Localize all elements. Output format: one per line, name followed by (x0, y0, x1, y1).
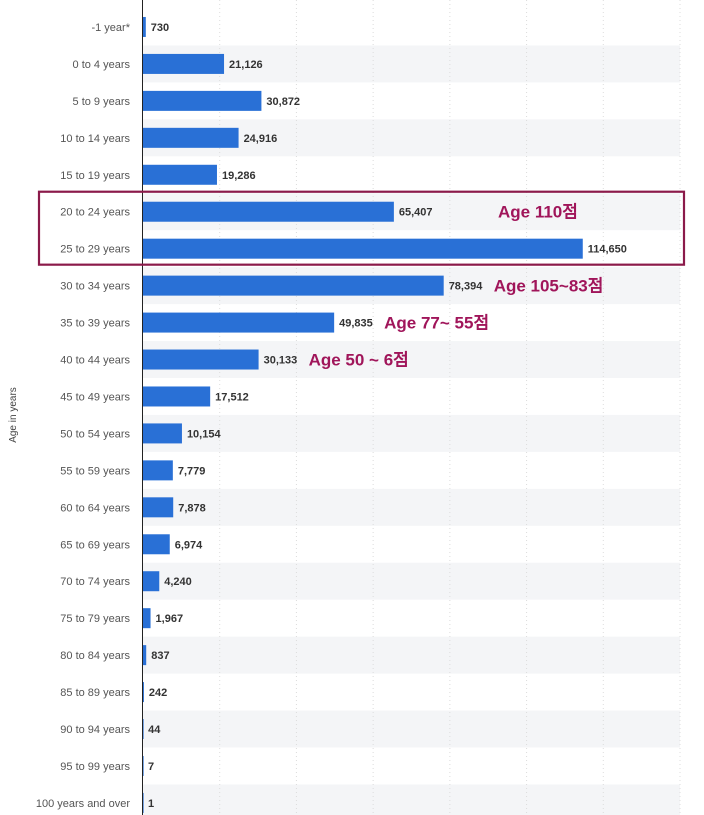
category-label: 0 to 4 years (73, 59, 131, 71)
row-band (143, 414, 680, 452)
value-label: 21,126 (229, 59, 263, 71)
bar (143, 127, 239, 148)
value-label: 19,286 (222, 170, 256, 182)
row-band (143, 784, 680, 815)
value-label: 24,916 (244, 133, 278, 145)
highlight-box (37, 190, 686, 266)
value-label: 7,878 (178, 502, 206, 514)
category-label: 100 years and over (36, 798, 131, 810)
category-label: -1 year* (91, 22, 130, 34)
bars (143, 16, 583, 813)
annotation: Age 50 ~ 6점 (309, 351, 409, 370)
bar (143, 792, 144, 813)
value-label: 17,512 (215, 391, 249, 403)
category-label: 65 to 69 years (60, 539, 130, 551)
category-label: 55 to 59 years (60, 465, 130, 477)
category-label: 90 to 94 years (60, 724, 130, 736)
annotation: Age 105~83점 (494, 277, 604, 296)
bar (143, 608, 151, 629)
value-label: 78,394 (449, 281, 484, 293)
category-label: 40 to 44 years (60, 355, 130, 367)
bar (143, 460, 173, 481)
category-label: 95 to 99 years (60, 761, 130, 773)
value-label: 44 (148, 724, 161, 736)
category-label: 15 to 19 years (60, 170, 130, 182)
category-label: 35 to 39 years (60, 318, 130, 330)
category-label: 30 to 34 years (60, 281, 130, 293)
category-label: 25 to 29 years (60, 244, 130, 256)
value-label: 242 (149, 687, 167, 699)
category-label: 50 to 54 years (60, 428, 130, 440)
annotation: Age 77~ 55점 (384, 314, 489, 333)
value-label: 30,872 (266, 96, 300, 108)
category-label: 20 to 24 years (60, 207, 130, 219)
bar (143, 571, 160, 592)
bar (143, 534, 170, 555)
row-bands (143, 45, 680, 815)
category-label: 45 to 49 years (60, 391, 130, 403)
bar (143, 164, 217, 185)
bar (143, 90, 262, 111)
row-band (143, 636, 680, 674)
row-band (143, 45, 680, 83)
value-label: 49,835 (339, 318, 373, 330)
category-label: 10 to 14 years (60, 133, 130, 145)
value-label: 65,407 (399, 207, 433, 219)
category-label: 75 to 79 years (60, 613, 130, 625)
bar (143, 423, 182, 444)
bar (143, 645, 147, 666)
value-label: 837 (151, 650, 169, 662)
bar (143, 497, 174, 518)
value-label: 7,779 (178, 465, 206, 477)
value-label: 30,133 (264, 355, 298, 367)
value-label: 6,974 (175, 539, 203, 551)
y-axis-title: Age in years (8, 387, 19, 443)
category-label: 85 to 89 years (60, 687, 130, 699)
category-labels: -1 year* 0 to 4 years 5 to 9 years 10 to 14… (36, 22, 131, 810)
row-band (143, 710, 680, 748)
category-label: 70 to 74 years (60, 576, 130, 588)
category-label: 60 to 64 years (60, 502, 130, 514)
bar (143, 275, 444, 296)
value-label: 114,650 (588, 244, 627, 256)
annotation: Age 110점 (498, 203, 578, 222)
category-label: 80 to 84 years (60, 650, 130, 662)
value-labels: 730 21,126 30,872 24,916 19,286 65,407 114,650… (148, 22, 627, 810)
bar (143, 312, 335, 333)
value-label: 730 (151, 22, 169, 34)
bar (143, 201, 394, 222)
bar (143, 719, 144, 740)
row-band (143, 488, 680, 526)
value-label: 1,967 (156, 613, 184, 625)
bar (143, 238, 583, 259)
bar (143, 755, 144, 776)
bar (143, 53, 225, 74)
bar (143, 386, 211, 407)
value-label: 4,240 (164, 576, 192, 588)
value-label: 7 (148, 761, 154, 773)
category-label: 5 to 9 years (73, 96, 131, 108)
bar (143, 349, 259, 370)
annotations: Age 110점 Age 105~83점 Age 77~ 55점 Age 50 ~ 6… (309, 203, 604, 370)
bar (143, 16, 146, 37)
bar (143, 682, 144, 703)
value-label: 1 (148, 798, 154, 810)
value-label: 10,154 (187, 428, 222, 440)
row-band (143, 562, 680, 600)
